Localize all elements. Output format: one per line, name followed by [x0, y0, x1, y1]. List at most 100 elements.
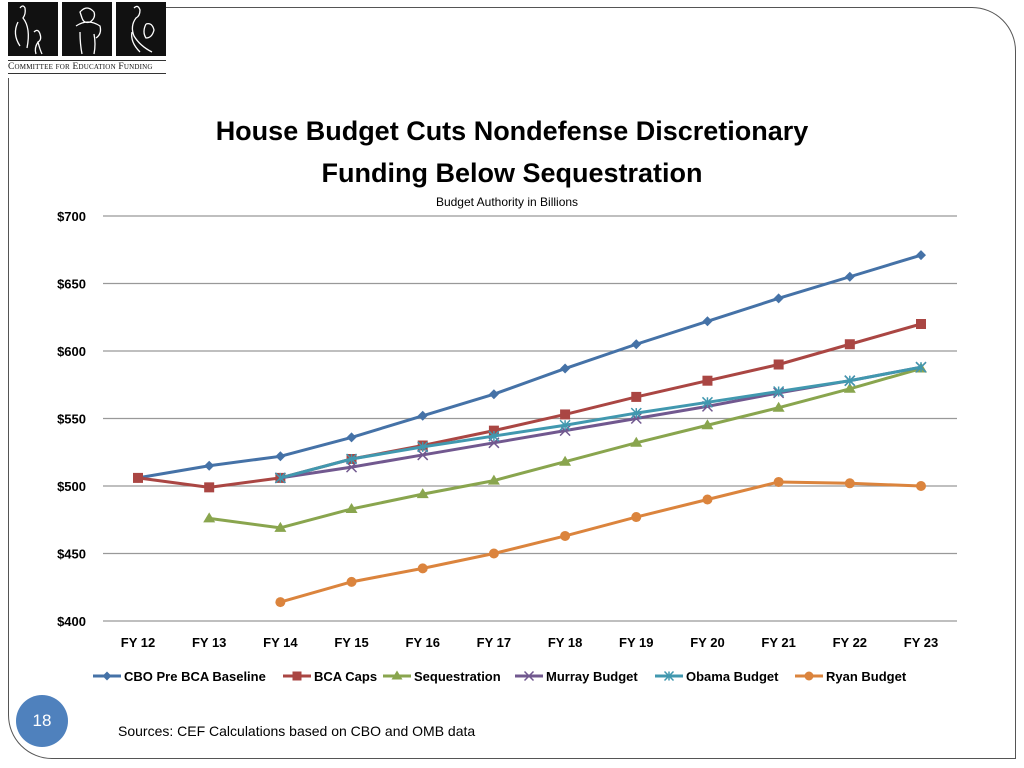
- data-point: [416, 488, 429, 499]
- chart-title-line1: House Budget Cuts Nondefense Discretiona…: [215, 116, 809, 146]
- x-tick-label: FY 23: [904, 635, 938, 650]
- series-ryan-budget: [275, 476, 926, 608]
- data-point: [559, 425, 571, 437]
- y-tick-label: $400: [57, 614, 86, 629]
- data-point: [844, 271, 855, 282]
- data-point: [844, 339, 855, 350]
- data-point: [702, 375, 713, 386]
- series-lines: [133, 250, 927, 608]
- x-tick-label: FY 17: [477, 635, 511, 650]
- y-tick-label: $500: [57, 479, 86, 494]
- series-cbo-pre-bca-baseline: [133, 250, 926, 483]
- data-point: [417, 410, 428, 421]
- legend-item: Obama Budget: [655, 669, 779, 684]
- x-tick-label: FY 20: [690, 635, 724, 650]
- data-point: [346, 453, 358, 465]
- legend-marker-x-icon: [523, 670, 535, 682]
- legend-marker-diamond-icon: [102, 671, 112, 681]
- gridlines: [103, 215, 957, 622]
- data-point: [702, 494, 713, 505]
- series-murray-budget: [274, 361, 927, 484]
- parent-child-figure-icon: [116, 2, 166, 56]
- series-obama-budget: [274, 361, 927, 484]
- x-axis-tick-labels: FY 12 FY 13 FY 14 FY 15 FY 16 FY 17 FY 18 FY 19…: [121, 635, 938, 650]
- data-point: [275, 597, 286, 608]
- series-sequestration: [203, 362, 927, 532]
- data-point: [488, 389, 499, 400]
- page-number-badge: 18: [16, 695, 68, 747]
- logo-caption: Committee for Education Funding: [8, 60, 166, 74]
- data-point: [773, 385, 785, 398]
- x-tick-label: FY 12: [121, 635, 155, 650]
- chart-subtitle: Budget Authority in Billions: [435, 195, 579, 209]
- y-tick-label: $700: [57, 209, 86, 224]
- data-point: [844, 478, 855, 489]
- y-axis-tick-labels: $400 $450 $500 $550 $600 $650 $700: [57, 209, 86, 629]
- data-point: [346, 432, 357, 443]
- legend-item: CBO Pre BCA Baseline: [93, 669, 266, 684]
- series-line: [137, 322, 922, 489]
- data-point: [417, 563, 428, 574]
- data-point: [560, 409, 571, 420]
- legend: CBO Pre BCA Baseline BCA Caps Sequestratio…: [93, 669, 907, 684]
- x-tick-label: FY 22: [833, 635, 867, 650]
- data-point: [133, 472, 143, 483]
- data-point: [559, 455, 572, 466]
- series-line: [279, 365, 922, 480]
- series-bca-caps: [133, 319, 926, 493]
- y-tick-label: $600: [57, 344, 86, 359]
- cef-logo: Committee for Education Funding: [6, 2, 166, 78]
- data-point: [915, 361, 927, 373]
- legend-label: BCA Caps: [314, 669, 377, 684]
- legend-label: CBO Pre BCA Baseline: [124, 669, 266, 684]
- data-point: [773, 359, 784, 370]
- x-tick-label: FY 13: [192, 635, 226, 650]
- data-point: [204, 482, 215, 493]
- data-point: [773, 476, 784, 487]
- x-tick-label: FY 15: [334, 635, 368, 650]
- chart-title-line2: Funding Below Sequestration: [321, 158, 703, 188]
- data-point: [916, 319, 926, 329]
- data-point: [488, 430, 500, 442]
- data-point: [630, 436, 643, 447]
- legend-label: Obama Budget: [686, 669, 779, 684]
- x-tick-label: FY 18: [548, 635, 582, 650]
- x-tick-label: FY 21: [761, 635, 795, 650]
- data-point: [275, 451, 286, 462]
- legend-label: Sequestration: [414, 669, 501, 684]
- data-point: [560, 530, 571, 541]
- legend-item: Ryan Budget: [795, 669, 907, 684]
- data-point: [631, 512, 642, 523]
- data-point: [274, 472, 286, 484]
- data-point: [843, 382, 856, 393]
- data-point: [701, 396, 713, 408]
- data-point: [204, 460, 215, 471]
- data-point: [701, 419, 714, 430]
- data-point: [702, 316, 713, 327]
- data-point: [631, 339, 642, 350]
- x-tick-label: FY 19: [619, 635, 653, 650]
- legend-item: Sequestration: [383, 669, 501, 684]
- series-line: [279, 480, 922, 604]
- data-point: [345, 502, 358, 513]
- y-tick-label: $450: [57, 547, 86, 562]
- data-point: [417, 449, 429, 461]
- legend-marker-triangle-icon: [391, 670, 403, 680]
- data-point: [487, 474, 500, 485]
- data-point: [772, 401, 785, 412]
- legend-marker-square-icon: [292, 671, 302, 681]
- data-point: [916, 250, 926, 261]
- legend-item: Murray Budget: [515, 669, 638, 684]
- data-point: [488, 548, 499, 559]
- legend-label: Ryan Budget: [826, 669, 907, 684]
- data-point: [274, 521, 287, 532]
- sources-note: Sources: CEF Calculations based on CBO a…: [118, 723, 476, 739]
- legend-marker-circle-icon: [804, 671, 814, 681]
- data-point: [631, 391, 642, 402]
- y-tick-label: $650: [57, 277, 86, 292]
- y-tick-label: $550: [57, 412, 86, 427]
- legend-item: BCA Caps: [283, 669, 377, 684]
- data-point: [559, 419, 571, 431]
- teacher-figure-icon: [62, 2, 112, 56]
